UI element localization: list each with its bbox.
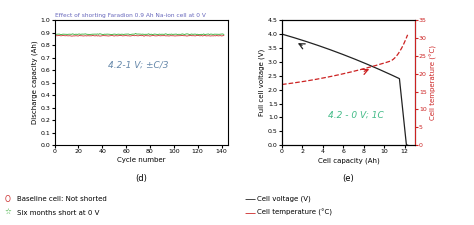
Text: O: O bbox=[5, 195, 10, 204]
Text: Baseline cell: Not shorted: Baseline cell: Not shorted bbox=[17, 196, 107, 202]
Y-axis label: Cell temperature (°C): Cell temperature (°C) bbox=[429, 45, 437, 120]
Text: —: — bbox=[244, 208, 255, 218]
Text: Cell voltage (V): Cell voltage (V) bbox=[257, 196, 311, 202]
Text: (d): (d) bbox=[135, 174, 147, 183]
Text: Effect of shorting Faradion 0.9 Ah Na-ion cell at 0 V: Effect of shorting Faradion 0.9 Ah Na-io… bbox=[55, 14, 205, 18]
X-axis label: Cell capacity (Ah): Cell capacity (Ah) bbox=[318, 157, 379, 164]
Text: (e): (e) bbox=[343, 174, 354, 183]
Text: ☆: ☆ bbox=[5, 208, 12, 217]
Text: 4.2 - 0 V; 1C: 4.2 - 0 V; 1C bbox=[328, 110, 384, 119]
Text: Cell temperature (°C): Cell temperature (°C) bbox=[257, 209, 332, 216]
Y-axis label: Full cell voltage (V): Full cell voltage (V) bbox=[259, 49, 265, 116]
Text: Six months short at 0 V: Six months short at 0 V bbox=[17, 210, 100, 216]
Text: 4.2-1 V; ±C/3: 4.2-1 V; ±C/3 bbox=[108, 61, 169, 70]
X-axis label: Cycle number: Cycle number bbox=[117, 157, 165, 163]
Y-axis label: Discharge capacity (Ah): Discharge capacity (Ah) bbox=[31, 41, 38, 124]
Text: —: — bbox=[244, 194, 255, 204]
